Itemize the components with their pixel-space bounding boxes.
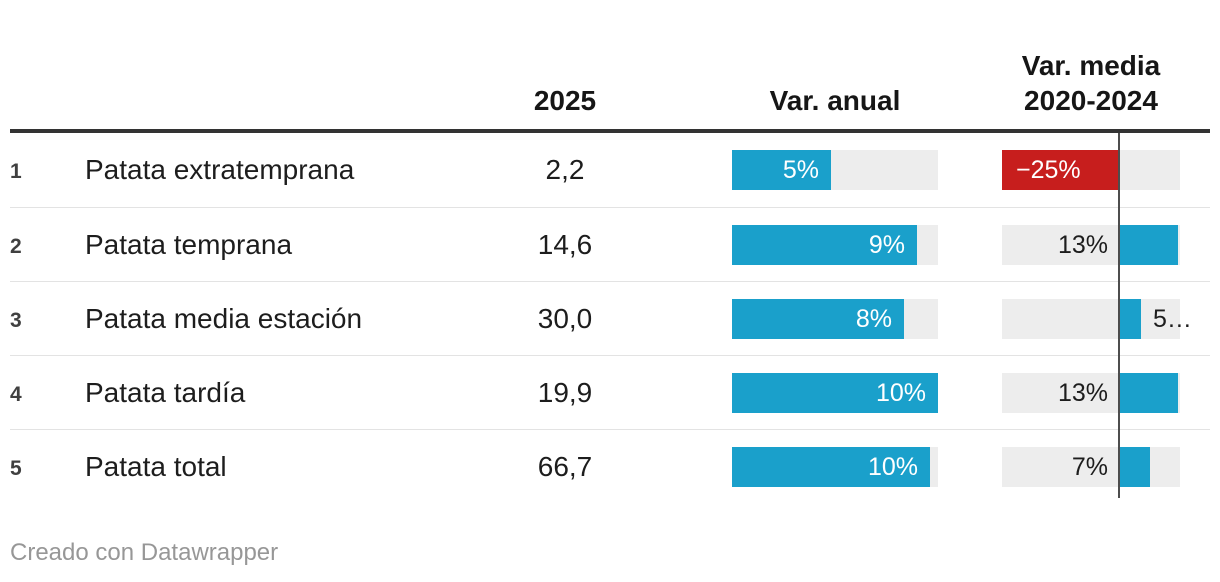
- var-anual-bar: 5%: [732, 150, 831, 190]
- data-table: 2025 Var. anual Var. media 2020-2024 1 P…: [10, 0, 1210, 503]
- table-row: 3 Patata media estación 30,0 8% 5…: [10, 281, 1210, 355]
- var-media-bar-label: 13%: [1057, 378, 1108, 407]
- var-media-bar-cell: 5…: [1002, 298, 1192, 339]
- var-media-bar-label: 5…: [1153, 304, 1192, 333]
- var-anual-track: 5%: [732, 150, 938, 190]
- var-anual-bar-label: 9%: [868, 230, 905, 259]
- var-media-bar: [1119, 224, 1178, 265]
- var-media-track: 5…: [1002, 298, 1192, 339]
- var-media-bar: [1119, 446, 1150, 487]
- var-media-bar-label: 7%: [1071, 452, 1108, 481]
- table-row: 2 Patata temprana 14,6 9% 13%: [10, 207, 1210, 281]
- var-media-bar: [1119, 298, 1141, 339]
- var-media-bar-label: 13%: [1057, 230, 1108, 259]
- value-2025: 66,7: [537, 450, 593, 482]
- value-2025: 19,9: [537, 376, 593, 408]
- header-cell-var-media: Var. media 2020-2024: [1021, 50, 1161, 116]
- header-cell-2025: 2025: [533, 85, 597, 116]
- var-anual-bar: 10%: [732, 446, 930, 487]
- table-row: 1 Patata extratemprana 2,2 5% −25%: [10, 133, 1210, 207]
- var-anual-track: 8%: [732, 298, 938, 339]
- var-anual-bar-label: 10%: [867, 452, 918, 481]
- var-media-bar-cell: 13%: [1002, 372, 1180, 413]
- table-row: 5 Patata total 66,7 10% 7%: [10, 429, 1210, 503]
- var-media-bar: [1002, 150, 1119, 190]
- var-anual-bar-cell: 10%: [732, 446, 938, 487]
- row-label: Patata temprana: [85, 228, 293, 260]
- var-media-track: −25%: [1002, 150, 1180, 190]
- var-anual-bar: 9%: [732, 224, 917, 265]
- value-2025: 14,6: [537, 228, 593, 260]
- row-label: Patata extratemprana: [85, 154, 355, 185]
- var-anual-bar-label: 8%: [855, 304, 892, 333]
- var-anual-bar: 8%: [732, 298, 904, 339]
- table-header: 2025 Var. anual Var. media 2020-2024: [10, 0, 1210, 133]
- row-number: 3: [10, 308, 22, 332]
- var-media-bar: [1119, 372, 1178, 413]
- var-media-track: 13%: [1002, 372, 1180, 413]
- var-media-bar-cell: 13%: [1002, 224, 1180, 265]
- value-2025: 30,0: [537, 302, 593, 334]
- var-anual-bar-cell: 5%: [732, 150, 938, 190]
- var-media-bar-label: −25%: [1016, 156, 1081, 184]
- row-number: 5: [10, 456, 22, 480]
- var-anual-bar-label: 10%: [875, 378, 926, 407]
- table-body: 1 Patata extratemprana 2,2 5% −25% 2 Pat…: [10, 133, 1210, 503]
- var-media-track: 7%: [1002, 446, 1180, 487]
- value-2025: 2,2: [545, 154, 585, 185]
- row-number: 4: [10, 382, 22, 406]
- var-anual-track: 10%: [732, 446, 938, 487]
- var-anual-track: 10%: [732, 372, 938, 413]
- row-number: 1: [10, 160, 22, 183]
- header-cell-var-anual: Var. anual: [769, 85, 901, 116]
- row-label: Patata total: [85, 450, 227, 482]
- footer-credit-link[interactable]: Creado con Datawrapper: [10, 539, 279, 566]
- row-label: Patata media estación: [85, 302, 363, 334]
- var-anual-bar-cell: 9%: [732, 224, 938, 265]
- var-anual-bar-cell: 8%: [732, 298, 938, 339]
- var-media-track: 13%: [1002, 224, 1180, 265]
- var-media-bar-cell: −25%: [1002, 150, 1180, 190]
- row-label: Patata tardía: [85, 376, 246, 408]
- var-anual-track: 9%: [732, 224, 938, 265]
- footer: Creado con Datawrapper: [10, 539, 1220, 567]
- zero-axis-line: [1118, 133, 1120, 498]
- row-number: 2: [10, 234, 22, 258]
- var-media-bar-cell: 7%: [1002, 446, 1180, 487]
- var-anual-bar-cell: 10%: [732, 372, 938, 413]
- var-anual-bar: 10%: [732, 372, 938, 413]
- var-anual-bar-label: 5%: [782, 156, 819, 184]
- table-row: 4 Patata tardía 19,9 10% 13%: [10, 355, 1210, 429]
